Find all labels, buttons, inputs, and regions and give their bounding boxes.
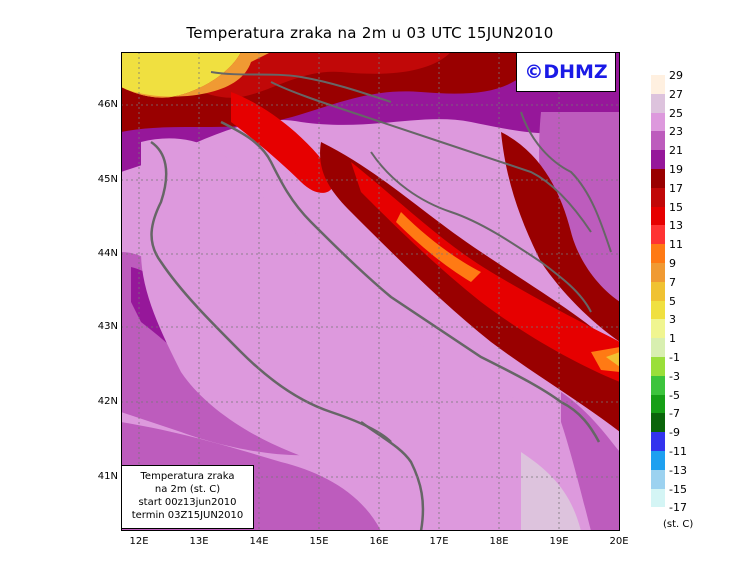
legend-swatch	[651, 413, 665, 433]
lat-label-45n: 45N	[97, 174, 118, 185]
legend-tick-label: 21	[669, 144, 683, 158]
legend-tick-label: 19	[669, 163, 683, 176]
info-line-4: termin 03Z15JUN2010	[131, 510, 244, 521]
map-title: Temperatura zraka na 2m u 03 UTC 15JUN20…	[186, 24, 554, 42]
legend-swatch	[651, 488, 665, 508]
dinaric-orange	[396, 212, 481, 282]
legend-swatch	[651, 319, 665, 339]
south-sea	[521, 452, 581, 531]
legend-tick-label: 5	[669, 294, 676, 308]
legend-tick-label: 11	[669, 238, 683, 252]
dhmz-logo: ©DHMZ	[516, 52, 616, 92]
info-line-1: Temperatura zraka	[140, 471, 235, 482]
info-line-2: na 2m (st. C)	[154, 484, 221, 495]
lon-label-15e: 15E	[309, 536, 329, 547]
lat-label-43n: 43N	[97, 321, 118, 332]
legend-tick-label: -15	[669, 482, 687, 496]
legend-tick-label: -13	[669, 463, 687, 477]
legend-tick-label: 25	[669, 106, 683, 120]
temperature-map	[121, 52, 620, 531]
info-box: Temperatura zraka na 2m (st. C) start 00…	[121, 465, 254, 529]
lon-label-18e: 18E	[489, 536, 509, 547]
info-line-3: start 00z13jun2010	[138, 497, 237, 508]
adriatic-sea	[141, 138, 601, 531]
legend-tick-label: -11	[669, 445, 687, 458]
legend-swatch	[651, 507, 665, 527]
legend-swatch	[651, 300, 665, 320]
legend-swatch	[651, 394, 665, 414]
legend-tick-label: 9	[669, 257, 676, 270]
border-bosnia	[370, 151, 592, 313]
legend-tick-label: 1	[669, 332, 676, 346]
legend-tick-label: -1	[669, 351, 680, 364]
orange-corner	[121, 52, 271, 98]
lon-label-13e: 13E	[189, 536, 209, 547]
legend-tick-label: 23	[669, 125, 683, 139]
grid-lines	[121, 52, 620, 531]
border-alps	[210, 71, 392, 103]
legend-swatch	[651, 338, 665, 357]
legend-swatch	[651, 357, 665, 376]
legend-unit: (st. C)	[663, 519, 694, 530]
montenegro-orange	[591, 347, 620, 372]
yellow-east	[606, 352, 620, 367]
coastline-italy	[150, 140, 392, 443]
legend-swatch	[651, 169, 665, 188]
legend-swatch	[651, 244, 665, 263]
legend-tick-label: 13	[669, 219, 683, 233]
legend-swatch	[651, 93, 665, 113]
lat-label-41n: 41N	[97, 471, 118, 482]
legend-swatch	[651, 263, 665, 282]
lon-label-14e: 14E	[249, 536, 269, 547]
legend-swatch	[651, 432, 665, 451]
lon-label-19e: 19E	[549, 536, 569, 547]
legend-swatch	[651, 187, 665, 207]
legend-swatch	[651, 225, 665, 245]
lon-label-17e: 17E	[429, 536, 449, 547]
legend-tick-label: 27	[669, 87, 683, 101]
lat-label-42n: 42N	[97, 396, 118, 407]
lon-label-12e: 12E	[129, 536, 149, 547]
lat-label-44n: 44N	[97, 248, 118, 259]
legend-swatch	[651, 469, 665, 489]
south-purple	[561, 392, 620, 531]
legend-swatch	[651, 150, 665, 169]
legend-swatch	[651, 112, 665, 132]
legend-swatch	[651, 75, 665, 94]
lon-label-20e: 20E	[609, 536, 629, 547]
legend-swatch	[651, 451, 665, 470]
lat-label-46n: 46N	[97, 99, 118, 110]
legend-tick-label: 3	[669, 313, 676, 327]
border-north	[270, 81, 592, 233]
legend-swatch	[651, 131, 665, 151]
legend-swatch	[651, 281, 665, 301]
legend-tick-label: -3	[669, 369, 680, 383]
legend-tick-label: 7	[669, 275, 676, 289]
coastline-gargano	[360, 420, 425, 531]
slovenia-red	[231, 92, 334, 193]
legend-tick-label: -17	[669, 501, 687, 515]
map-frame	[121, 52, 620, 531]
border-east	[520, 111, 612, 253]
legend-tick-label: -5	[669, 388, 680, 402]
lon-label-16e: 16E	[369, 536, 389, 547]
coastline-croatia	[220, 120, 601, 443]
east-red	[501, 132, 620, 342]
legend-swatch	[651, 206, 665, 226]
legend-swatch	[651, 375, 665, 395]
legend-tick-label: 29	[669, 69, 683, 82]
legend-tick-label: 15	[669, 200, 683, 214]
yellow-corner	[121, 52, 241, 98]
legend-tick-label: 17	[669, 181, 683, 195]
legend-tick-label: -9	[669, 426, 680, 440]
legend-tick-label: -7	[669, 407, 680, 421]
